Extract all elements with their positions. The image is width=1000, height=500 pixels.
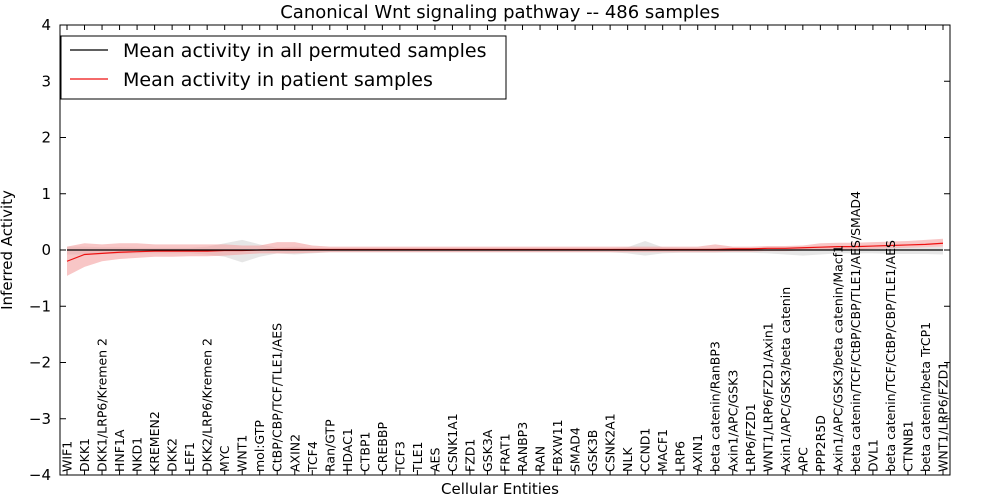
x-tick-label: AXIN1: [690, 434, 705, 472]
x-tick-label: beta catenin/TCF/CtBP/CBP/TLE1/AES/SMAD4: [848, 191, 863, 472]
y-tick-label: 0: [41, 241, 51, 259]
x-tick-label: beta catenin/RanBP3: [708, 341, 723, 472]
x-tick-label: PPP2R5D: [813, 415, 828, 472]
x-tick-label: NKD1: [130, 437, 145, 472]
y-tick-label: 4: [41, 16, 51, 34]
x-tick-label: TLE1: [410, 442, 425, 473]
x-tick-label: NLK: [620, 447, 635, 472]
x-tick-label: FZD1: [462, 439, 477, 472]
x-tick-label: CREBBP: [375, 422, 390, 472]
x-axis-label: Cellular Entities: [441, 480, 559, 498]
x-tick-label: LRP6/FZD1: [743, 403, 758, 472]
chart-title: Canonical Wnt signaling pathway -- 486 s…: [280, 2, 720, 23]
x-tick-label: CSNK1A1: [445, 413, 460, 472]
x-tick-label: MACF1: [655, 429, 670, 472]
y-tick-label: −3: [29, 410, 51, 428]
y-tick-label: 2: [41, 129, 51, 147]
x-tick-label: TCF4: [305, 441, 320, 473]
x-tick-label: HDAC1: [340, 428, 355, 472]
y-axis-label: Inferred Activity: [0, 190, 16, 310]
x-tick-label: DKK2/LRP6/Kremen 2: [200, 338, 215, 472]
x-tick-label: DVL1: [865, 439, 880, 472]
x-tick-label: FBXW11: [550, 419, 565, 472]
x-tick-label: AES: [427, 448, 442, 472]
x-tick-label: beta catenin/TCF/CtBP/CBP/TLE1/AES: [883, 240, 898, 472]
x-tick-label: CTNNB1: [900, 420, 915, 472]
y-tick-label: 3: [41, 72, 51, 90]
confidence-bands: [67, 238, 943, 276]
x-tick-label: AXIN2: [287, 434, 302, 472]
x-tick-label: CCND1: [638, 428, 653, 472]
x-tick-label: Ran/GTP: [322, 419, 337, 472]
legend-label-permuted: Mean activity in all permuted samples: [123, 40, 486, 62]
y-tick-label: 1: [41, 185, 51, 203]
x-tick-label: Axin1/APC/GSK3: [725, 370, 740, 472]
x-tick-label: GSK3B: [585, 430, 600, 472]
x-tick-label: MYC: [217, 445, 232, 472]
x-tick-label: mol:GTP: [252, 420, 267, 472]
x-tick-label: DKK1: [77, 438, 92, 472]
x-tick-label: FRAT1: [498, 433, 513, 472]
x-tick-label: RAN: [533, 446, 548, 472]
x-tick-label: Axin1/APC/GSK3/beta catenin: [778, 287, 793, 472]
x-tick-label: WNT1: [235, 435, 250, 472]
x-tick-label: WIF1: [60, 441, 75, 472]
x-tick-label: KREMEN2: [147, 411, 162, 472]
x-tick-label: SMAD4: [568, 427, 583, 472]
y-tick-label: −4: [29, 466, 51, 484]
x-tick-label: WNT1/LRP6/FZD1/Axin1: [760, 322, 775, 472]
x-tick-label: HNF1A: [112, 429, 127, 472]
legend-box: [60, 35, 507, 100]
x-tick-label: GSK3A: [480, 429, 495, 472]
x-tick-label: beta catenin/beta TrCP1: [918, 322, 933, 472]
x-tick-label: CtBP/CBP/TCF/TLE1/AES: [270, 323, 285, 472]
x-axis: WIF1 DKK1 DKK1/LRP6/Kremen 2 HNF1A NKD1 KREME…: [60, 25, 951, 475]
y-tick-label: −1: [29, 297, 51, 315]
band-mean-activity-in-patient-samples: [67, 238, 943, 276]
x-tick-label: CSNK2A1: [603, 413, 618, 472]
y-tick-label: −2: [29, 354, 51, 372]
y-axis: −4 −3 −2 −1 0 1 2 3 4: [29, 16, 950, 484]
legend: Mean activity in all permuted samples Me…: [60, 35, 507, 100]
x-tick-label: TCF3: [392, 441, 407, 473]
x-tick-label: RANBP3: [515, 422, 530, 472]
x-tick-label: APC: [795, 447, 810, 472]
x-tick-label: Axin1/APC/GSK3/beta catenin/Macf1: [830, 245, 845, 472]
x-tick-label: DKK2: [165, 438, 180, 472]
x-tick-label: DKK1/LRP6/Kremen 2: [95, 338, 110, 472]
legend-label-patient: Mean activity in patient samples: [123, 69, 433, 91]
x-tick-label: LEF1: [182, 442, 197, 472]
x-tick-label: WNT1/LRP6/FZD1: [936, 362, 951, 472]
series-lines: [66, 242, 944, 262]
x-tick-label: CTBP1: [357, 432, 372, 472]
x-tick-label: LRP6: [673, 441, 688, 472]
